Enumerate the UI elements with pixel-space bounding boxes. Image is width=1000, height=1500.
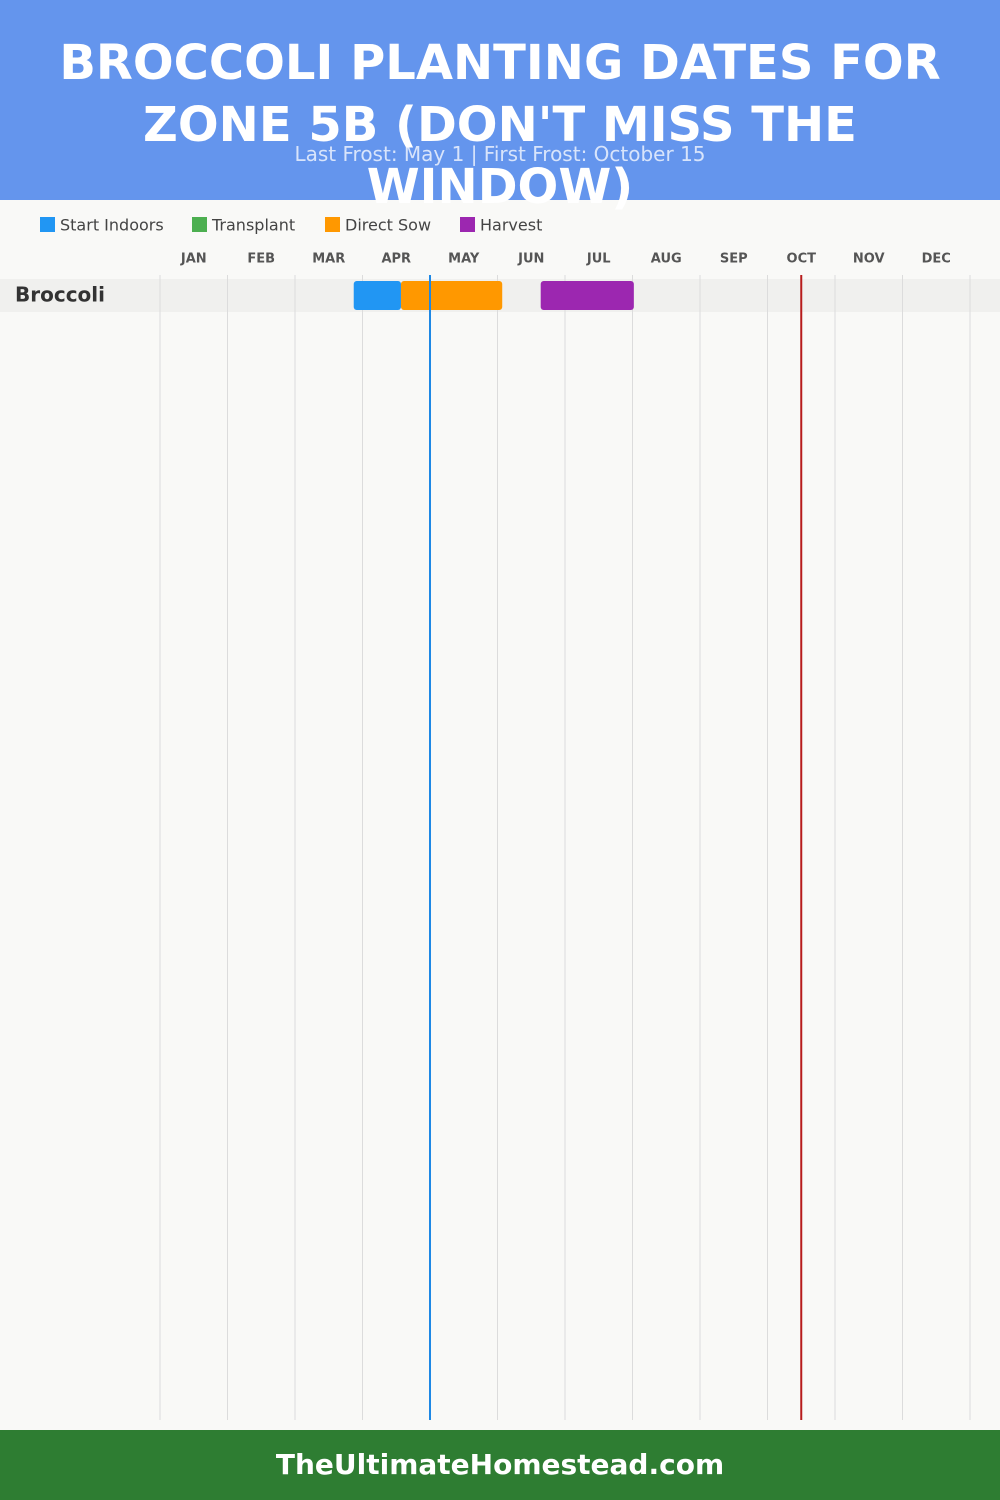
x-tick-label: FEB [247, 252, 275, 267]
x-tick-label: NOV [853, 252, 885, 267]
legend-swatch [460, 217, 475, 232]
range-bar [540, 281, 634, 310]
range-bar [400, 281, 503, 310]
legend-swatch [325, 217, 340, 232]
chart: Start Indoors Transplant Direct Sow Harvest… [0, 216, 1000, 1420]
legend-swatch [192, 217, 207, 232]
x-tick-label: AUG [651, 252, 682, 267]
range-bar [353, 281, 401, 310]
x-tick-label: JUN [517, 252, 544, 267]
x-tick-label: OCT [787, 252, 817, 267]
x-tick-label: JUL [586, 252, 611, 267]
x-tick-label: SEP [720, 252, 748, 267]
legend-label: Start Indoors [60, 216, 164, 235]
x-tick-label: DEC [922, 252, 951, 267]
x-tick-label: JAN [180, 252, 207, 267]
x-tick-label: APR [381, 252, 411, 267]
legend-label: Direct Sow [345, 216, 431, 235]
legend-label: Harvest [480, 216, 542, 235]
x-tick-label: MAY [448, 252, 480, 267]
legend-swatch [40, 217, 55, 232]
header: Last Frost: May 1 | First Frost: October… [0, 0, 1000, 215]
row-label: Broccoli [15, 283, 105, 307]
chart-title: BROCCOLI PLANTING DATES FOR ZONE 5B (DON… [59, 35, 941, 215]
chart-subtitle: Last Frost: May 1 | First Frost: October… [294, 142, 706, 166]
x-tick-label: MAR [312, 252, 345, 267]
legend-label: Transplant [211, 216, 295, 235]
footer: TheUltimateHomestead.com [0, 1430, 1000, 1500]
